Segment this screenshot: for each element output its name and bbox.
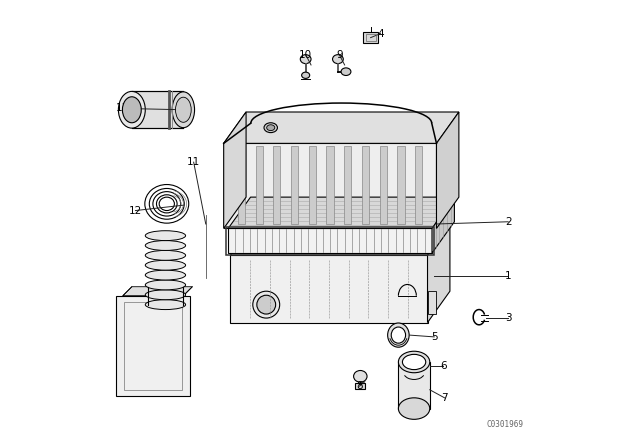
Text: 8: 8 [356,381,363,391]
Ellipse shape [264,123,278,133]
Text: 1: 1 [505,271,511,280]
Polygon shape [362,146,369,224]
Ellipse shape [301,72,310,78]
Ellipse shape [398,351,430,373]
Text: 5: 5 [431,332,438,342]
Ellipse shape [391,327,406,343]
Ellipse shape [388,323,409,347]
Text: 2: 2 [505,217,511,227]
Ellipse shape [300,55,311,64]
Polygon shape [224,112,459,143]
Text: 11: 11 [187,157,200,167]
Ellipse shape [172,92,195,128]
Polygon shape [432,197,454,253]
Text: 7: 7 [441,393,448,403]
Polygon shape [230,255,428,323]
Text: 13: 13 [116,103,129,113]
Polygon shape [230,224,450,255]
Polygon shape [228,197,454,228]
Polygon shape [397,146,404,224]
Ellipse shape [145,231,186,241]
Polygon shape [291,146,298,224]
Polygon shape [228,228,432,253]
Ellipse shape [333,55,343,64]
Ellipse shape [341,68,351,76]
Ellipse shape [145,300,186,310]
Polygon shape [273,146,280,224]
Polygon shape [224,112,246,228]
Ellipse shape [353,370,367,382]
Text: 9: 9 [336,50,342,60]
Bar [124,302,182,390]
Ellipse shape [253,291,280,318]
Ellipse shape [403,354,426,370]
Bar [365,34,376,41]
Polygon shape [224,143,436,228]
Ellipse shape [145,260,186,270]
Ellipse shape [257,295,276,314]
Polygon shape [123,287,192,296]
Ellipse shape [175,97,191,122]
Bar [355,383,365,389]
Text: 6: 6 [440,361,447,371]
Polygon shape [415,146,422,224]
Ellipse shape [398,398,430,419]
Polygon shape [326,146,333,224]
Polygon shape [398,362,430,409]
Polygon shape [436,112,459,228]
Polygon shape [380,146,387,224]
Text: 12: 12 [129,206,142,215]
Text: 3: 3 [505,313,511,323]
Ellipse shape [145,290,186,300]
Ellipse shape [267,125,275,131]
Ellipse shape [145,280,186,290]
Ellipse shape [118,91,145,128]
Ellipse shape [145,241,186,250]
Polygon shape [116,296,190,396]
Ellipse shape [145,270,186,280]
Polygon shape [308,146,316,224]
Ellipse shape [145,250,186,260]
Polygon shape [132,91,184,128]
Bar [364,32,378,43]
Text: 4: 4 [377,29,384,39]
Text: 10: 10 [299,50,312,60]
Polygon shape [344,146,351,224]
Polygon shape [428,291,436,314]
Text: C0301969: C0301969 [487,420,524,429]
Polygon shape [428,224,450,323]
Polygon shape [238,146,245,224]
Ellipse shape [122,97,141,123]
Polygon shape [255,146,263,224]
